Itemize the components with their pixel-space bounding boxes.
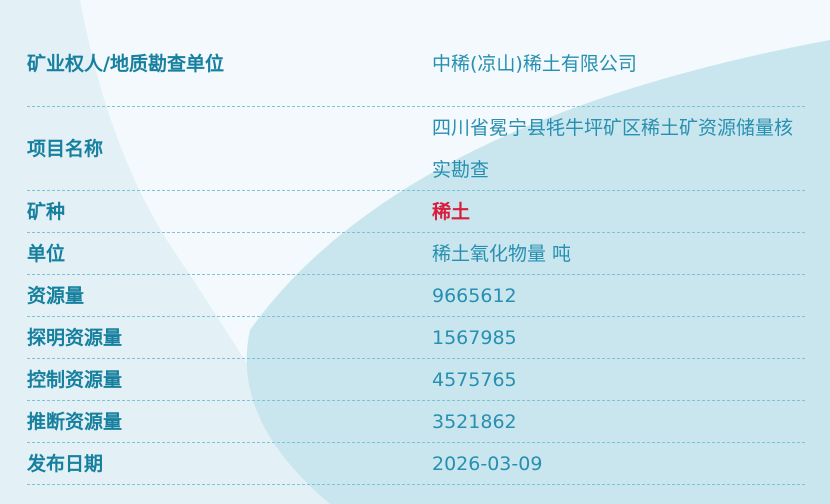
table-row: 控制资源量 4575765 <box>27 359 805 401</box>
row-label: 资源量 <box>27 284 85 307</box>
table-row: 矿业权人/地质勘查单位 中稀(凉山)稀土有限公司 <box>27 22 805 107</box>
table-row: 探明资源量 1567985 <box>27 317 805 359</box>
row-value: 3521862 <box>432 410 517 433</box>
row-label: 矿业权人/地质勘查单位 <box>27 53 224 75</box>
table-row: 资源量 9665612 <box>27 275 805 317</box>
row-value: 稀土氧化物量 吨 <box>432 242 572 265</box>
row-value: 1567985 <box>432 326 517 349</box>
mineral-type-value: 稀土 <box>432 200 471 223</box>
mineral-info-table: 矿业权人/地质勘查单位 中稀(凉山)稀土有限公司 项目名称 四川省冕宁县牦牛坪矿… <box>27 22 805 485</box>
table-row: 项目名称 四川省冕宁县牦牛坪矿区稀土矿资源储量核实勘查 <box>27 107 805 191</box>
row-label: 控制资源量 <box>27 368 123 391</box>
row-label: 单位 <box>27 242 66 265</box>
row-value: 4575765 <box>432 368 517 391</box>
row-value: 中稀(凉山)稀土有限公司 <box>432 53 637 75</box>
table-row: 矿种 稀土 <box>27 191 805 233</box>
table-row: 发布日期 2026-03-09 <box>27 443 805 485</box>
row-label: 项目名称 <box>27 137 104 160</box>
row-value: 四川省冕宁县牦牛坪矿区稀土矿资源储量核实勘查 <box>432 116 794 181</box>
row-label: 推断资源量 <box>27 410 123 433</box>
row-value: 9665612 <box>432 284 517 307</box>
row-value: 2026-03-09 <box>432 452 543 475</box>
row-label: 矿种 <box>27 200 66 223</box>
row-label: 探明资源量 <box>27 326 123 349</box>
row-label: 发布日期 <box>27 452 104 475</box>
table-row: 推断资源量 3521862 <box>27 401 805 443</box>
table-row: 单位 稀土氧化物量 吨 <box>27 233 805 275</box>
